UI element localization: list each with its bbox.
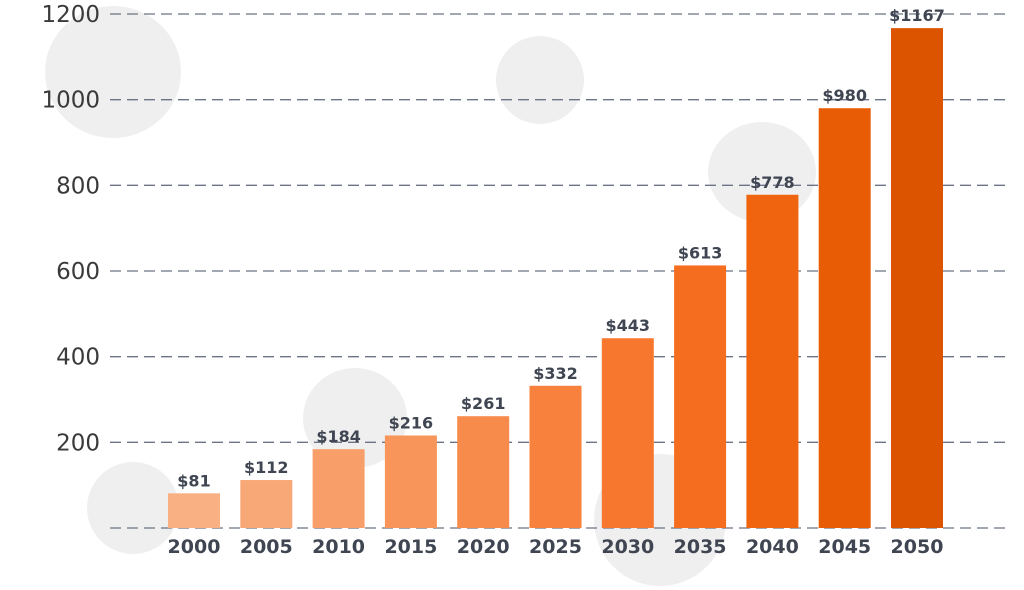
x-tick-label: 2025 (529, 536, 582, 558)
decorative-circle (496, 36, 584, 124)
y-tick-label: 200 (56, 430, 100, 456)
bar-2040 (746, 194, 799, 529)
data-label: $216 (389, 413, 434, 432)
bar-2025 (529, 385, 582, 528)
bars (168, 28, 943, 529)
bar-2020 (457, 416, 510, 528)
bar-2030 (601, 338, 654, 528)
y-tick-label: 1200 (41, 2, 100, 28)
bar-2010 (312, 449, 365, 528)
decorative-circle (303, 368, 407, 468)
bar-2050 (891, 28, 943, 528)
x-tick-label: 2020 (457, 536, 510, 558)
x-tick-label: 2005 (240, 536, 293, 558)
data-label: $1167 (889, 6, 945, 25)
decorative-circle (87, 462, 179, 554)
bar-2035 (674, 265, 727, 528)
labels: 1200 1000 800 600 400 200 $81 2000 $112 2005 $184 2… (41, 2, 944, 558)
x-tick-label: 2030 (601, 536, 654, 558)
bar-2005 (240, 480, 293, 528)
data-label: $980 (822, 86, 867, 105)
x-tick-label: 2000 (168, 536, 221, 558)
x-tick-label: 2045 (818, 536, 871, 558)
bar-2045 (818, 108, 871, 528)
data-label: $81 (177, 471, 210, 490)
data-label: $778 (750, 173, 795, 192)
data-label: $332 (533, 364, 578, 383)
y-tick-label: 1000 (41, 88, 100, 114)
x-tick-label: 2040 (746, 536, 799, 558)
data-label: $613 (678, 243, 723, 262)
y-tick-label: 600 (56, 259, 100, 285)
decorative-circle (45, 6, 181, 138)
data-label: $261 (461, 394, 506, 413)
data-label: $184 (316, 427, 361, 446)
x-tick-label: 2050 (891, 536, 944, 558)
y-tick-label: 800 (56, 173, 100, 199)
data-label: $112 (244, 458, 289, 477)
bar-2015 (384, 435, 437, 528)
x-tick-label: 2035 (674, 536, 727, 558)
x-tick-label: 2015 (384, 536, 437, 558)
data-label: $443 (606, 316, 651, 335)
x-tick-label: 2010 (312, 536, 365, 558)
bar-2000 (168, 493, 220, 528)
y-tick-label: 400 (56, 345, 100, 371)
